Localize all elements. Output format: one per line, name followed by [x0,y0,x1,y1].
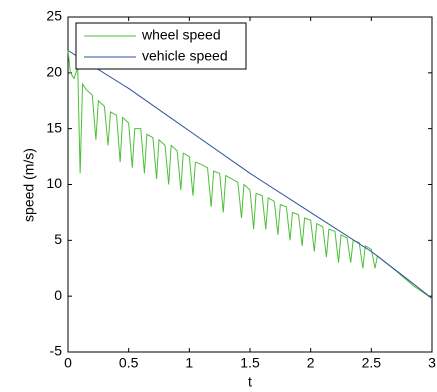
y-tick-label: 15 [46,119,62,135]
y-tick-label: 5 [54,231,62,247]
y-tick-label: 0 [54,287,62,303]
y-tick-label: 25 [46,8,62,24]
legend-box [75,22,247,70]
y-tick-label: 20 [46,64,62,80]
y-axis-label: speed (m/s) [21,148,37,222]
series-line [67,50,433,299]
x-tick-label: 1.5 [240,355,260,371]
legend-label: wheel speed [141,27,221,43]
x-tick-label: 2 [307,355,315,371]
series-line [67,50,433,299]
x-tick-label: 2.5 [362,355,382,371]
x-tick-label: 1 [185,355,193,371]
y-tick-label: 10 [46,175,62,191]
y-tick-label: -5 [50,343,63,359]
x-axis-label: t [248,374,252,390]
x-tick-label: 3 [428,355,436,371]
x-tick-label: 0 [64,355,72,371]
legend-label: vehicle speed [142,48,228,64]
x-tick-label: 0.5 [119,355,139,371]
